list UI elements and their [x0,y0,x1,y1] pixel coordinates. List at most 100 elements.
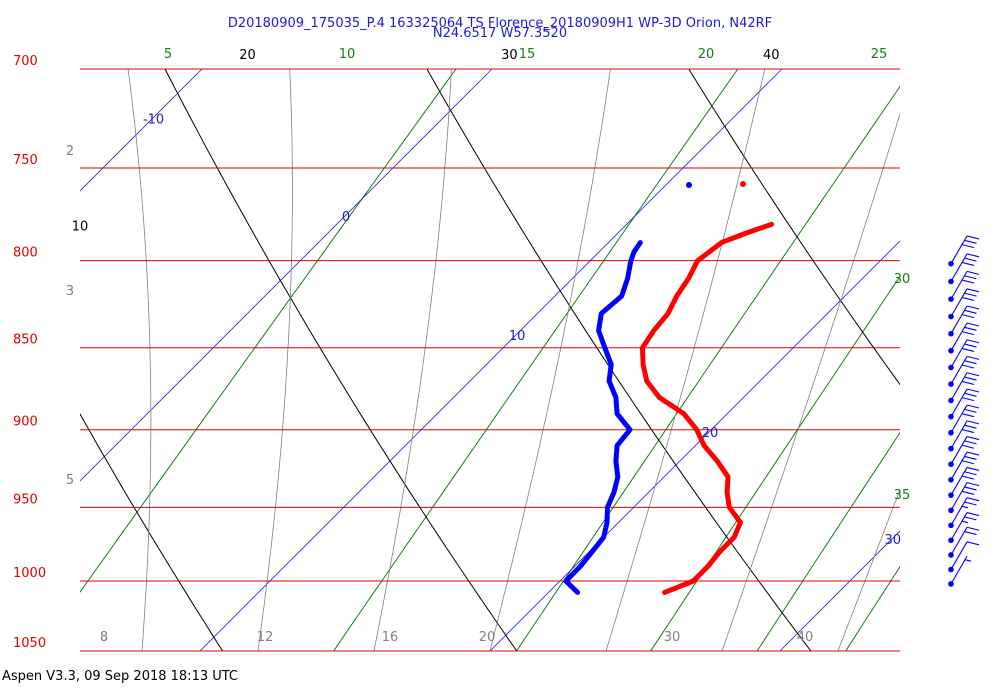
mixing-ratio-label: 5 [164,47,172,62]
wind-barb-feather [966,288,980,293]
wind-barb-feather [966,526,980,531]
isotherm-label: 0 [342,210,350,225]
wind-barb-feather [966,235,980,240]
wind-barb-shaft [950,541,968,570]
wind-barb-feather [966,270,980,275]
wind-barb-shaft [950,555,968,585]
moist-adiabat-label: 2 [66,144,74,159]
wind-barb-feather [966,482,980,487]
wind-barb-feather [966,497,980,502]
bottom-axis-label: 12 [257,630,274,645]
wind-barb-feather [964,326,977,331]
wind-barb-feather [964,486,977,491]
dry-adiabat-line [80,413,224,651]
wind-barb-feather [966,451,980,456]
wind-barb-feather [964,471,977,476]
isotherm-label: 10 [509,329,526,344]
isotherm-label: 20 [702,426,719,441]
moist-adiabat-line [954,69,1000,651]
wind-barb-shaft [950,271,968,300]
wind-barb-shaft [950,356,968,385]
wind-barb-station [948,313,954,320]
bottom-axis-label: 20 [479,630,496,645]
moist-adiabat-line [489,68,611,651]
moist-adiabat-label: 5 [66,473,74,488]
moist-adiabat-line [127,68,152,651]
isotherm-lines [80,68,900,651]
wind-barb-shaft [950,388,968,417]
wind-barb-feather [964,455,977,460]
isotherm-line [199,68,783,651]
wind-barb-feather [964,309,977,314]
wind-barb-station [948,429,954,436]
wind-barb-shaft [950,288,968,317]
mixing-ratio-line [80,68,457,593]
isobar-lines [80,68,900,652]
wind-barb-station [948,461,954,468]
isotherm-line [80,68,493,482]
dry-adiabat-line [688,68,900,386]
mixing-ratio-label: 25 [871,47,888,62]
wind-barb-feather [964,376,977,381]
wind-barb-feather [966,404,980,409]
wind-barb-feather [964,516,977,521]
bottom-axis-label: 30 [664,630,681,645]
pressure-label: 750 [13,153,38,168]
wind-barb-feather [966,541,980,546]
wind-barb-station [948,296,954,302]
mixing-ratio-line [333,68,739,651]
dry-adiabat-label: 20 [239,48,256,63]
mixing-ratio-line [756,431,900,651]
moist-adiabat-label: 3 [66,284,74,299]
wind-barb-station [948,278,954,285]
mixing-ratio-line [650,275,900,651]
temperature-profile-line [640,221,775,595]
pressure-label: 1050 [13,636,46,651]
wind-barb-feather [964,343,977,348]
wind-barb-feather [961,460,975,465]
wind-barb-station [948,477,954,483]
wind-barb-feather [966,355,980,360]
mixing-ratio-label: 15 [519,47,536,62]
pressure-label: 1000 [13,566,46,581]
isotherm-line [80,68,203,192]
wind-barb-feather [961,314,975,319]
wind-barb-feather [966,388,980,393]
wind-barb-shaft [950,526,968,556]
pressure-label: 950 [13,492,38,507]
wind-barb-feather [961,380,975,385]
wind-barb-feather [964,392,977,397]
dry-adiabat-line [951,69,1000,651]
wind-barb-feather [964,360,977,365]
wind-barb-feather [966,372,980,377]
wind-barb-shaft [950,467,968,496]
wind-barb-feather [961,475,975,480]
wind-barb-feather [964,424,977,429]
footer-version-text: Aspen V3.3, 09 Sep 2018 18:13 UTC [2,669,239,684]
wind-barb-shaft [950,436,968,465]
wind-barb-feather [961,429,975,434]
isotherm-label: -10 [143,112,164,127]
wind-barb-station [948,397,954,404]
wind-barb-shaft [950,404,968,434]
moist-adiabat-line [837,488,900,651]
pressure-label: 700 [13,54,38,69]
wind-barb-station [948,507,954,514]
moist-adiabat-line [721,112,900,651]
dry-adiabat-line [164,68,518,651]
wind-barb-shaft [950,451,968,481]
wind-barb-feather [961,331,975,336]
wind-barbs [948,235,980,587]
isotherm-line [779,530,900,651]
dewpoint-profile-line [563,240,643,595]
bottom-axis-label: 40 [797,630,814,645]
wind-barb-shaft [950,482,968,511]
wind-barb-feather [966,511,980,517]
wind-barb-feather [961,413,975,418]
wind-barb-shaft [950,372,968,401]
pressure-label: 900 [13,415,38,430]
mixing-ratio-label: 35 [894,488,911,503]
wind-barb-feather [966,466,980,471]
pressure-label: 850 [13,333,38,348]
wind-barb-shaft [950,235,968,264]
